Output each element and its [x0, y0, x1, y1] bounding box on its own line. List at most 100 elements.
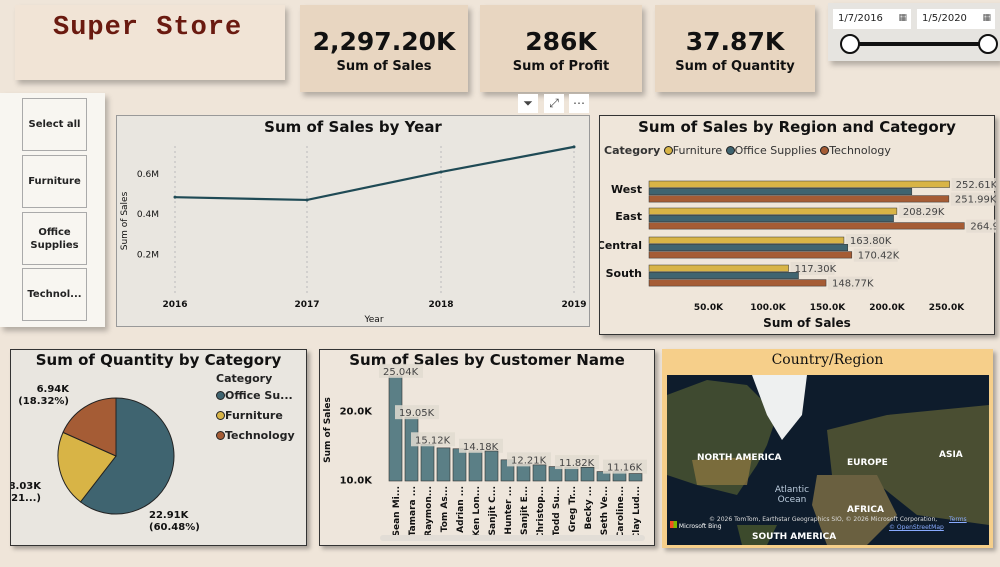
calendar-icon[interactable]: ▦	[982, 13, 991, 23]
kpi-profit-card: 286K Sum of Profit	[480, 5, 642, 92]
legend-item[interactable]: Technology	[216, 426, 295, 446]
legend-item[interactable]: Furniture	[672, 144, 723, 157]
pie-slice-technology	[62, 397, 117, 457]
slicer-item-furniture[interactable]: Furniture	[22, 155, 87, 208]
map-label: Atlantic Ocean	[774, 485, 810, 505]
slider-start-handle[interactable]	[840, 34, 860, 54]
slice-value-label: 8.03K	[11, 481, 42, 492]
map-attribution: © 2026 TomTom, Earthstar Geographics SIO…	[709, 516, 938, 523]
pie-chart-svg: 22.91K(60.48%) 8.03K(21...) 6.94K(18.32%)	[11, 384, 200, 533]
category-slicer: Select all Furniture Office Supplies Tec…	[0, 93, 105, 327]
data-label-bg	[459, 438, 503, 453]
legend-item[interactable]: Technology	[829, 144, 891, 157]
category-label: West	[611, 183, 642, 196]
category-label: East	[615, 210, 642, 223]
chart-title: Sum of Quantity by Category	[35, 351, 282, 369]
data-label: 170.42K	[858, 251, 900, 262]
slicer-item-office-supplies[interactable]: Office Supplies	[22, 212, 87, 265]
data-label-bg	[951, 178, 996, 191]
legend-dot-icon	[216, 431, 225, 440]
x-tick-label: Becky ...	[584, 486, 594, 530]
legend-item[interactable]: Furniture	[216, 406, 295, 426]
customer-bar	[484, 450, 499, 482]
terms-link[interactable]: Terms	[949, 516, 967, 523]
bar-office-supplies	[648, 215, 894, 223]
y-axis-title: Sum of Sales	[120, 191, 130, 250]
kpi-value: 37.87K	[685, 27, 785, 56]
legend-dot-icon	[216, 411, 225, 420]
calendar-icon[interactable]: ▦	[898, 13, 907, 23]
kpi-sales-card: 2,297.20K Sum of Sales	[300, 5, 468, 92]
slice-percent-label: (18.32%)	[18, 396, 69, 407]
data-label-bg	[790, 262, 835, 275]
data-label-bg	[507, 452, 551, 467]
map-canvas[interactable]: NORTH AMERICA EUROPE ASIA Atlantic Ocean…	[667, 375, 989, 545]
bar-technology	[648, 279, 827, 287]
x-tick-label: 50.0K	[694, 303, 724, 313]
line-chart-svg: 2016 2017 2018 2019 0.2M 0.4M 0.6M Year Sum of S…	[120, 145, 587, 325]
bar-furniture	[648, 236, 845, 244]
chart-legend: Category Furniture Office Supplies Techn…	[604, 144, 891, 157]
x-tick-label: Sanjit C...	[488, 486, 498, 535]
data-label: 251.99K	[955, 195, 996, 206]
end-date-value: 1/5/2020	[922, 13, 967, 24]
x-tick-label: Tamara ...	[408, 486, 418, 536]
x-tick-label: Greg Tr...	[568, 486, 578, 532]
x-tick-label: Caroline...	[616, 486, 626, 538]
bar-office-supplies	[648, 272, 799, 280]
kpi-quantity-card: 37.87K Sum of Quantity	[655, 5, 815, 92]
map-label: AFRICA	[847, 505, 884, 515]
y-tick-label: 0.4M	[137, 210, 159, 220]
horizontal-scrollbar[interactable]	[380, 535, 645, 541]
x-tick-label: 150.0K	[810, 303, 846, 313]
bar-office-supplies	[648, 244, 849, 252]
x-tick-label: Sanjit E...	[520, 486, 530, 535]
x-tick-label: 2016	[162, 300, 187, 310]
focus-mode-icon[interactable]: ⤢	[544, 94, 564, 113]
slicer-item-select-all[interactable]: Select all	[22, 98, 87, 151]
x-tick-label: Todd Su...	[552, 486, 562, 536]
x-tick-label: Sean Mi...	[392, 486, 402, 537]
start-date-input[interactable]: 1/7/2016 ▦	[833, 9, 911, 29]
openstreetmap-link[interactable]: © OpenStreetMap	[889, 524, 944, 531]
data-label: 208.29K	[903, 207, 945, 218]
legend-dot-icon	[216, 391, 225, 400]
slider-track[interactable]	[850, 42, 986, 46]
slice-value-label: 6.94K	[37, 384, 71, 395]
legend-dot-icon	[663, 146, 673, 155]
data-point	[305, 198, 309, 202]
data-label: 11.16K	[607, 463, 643, 474]
more-options-icon[interactable]: ⋯	[569, 94, 589, 113]
end-date-input[interactable]: 1/5/2020 ▦	[917, 9, 995, 29]
y-axis-title: Sum of Sales	[323, 397, 333, 463]
sales-by-year-chart: Sum of Sales by Year 2016 2017 2018 2019 0.2…	[116, 115, 590, 327]
legend-item[interactable]: Office Su...	[216, 386, 295, 406]
map-label: SOUTH AMERICA	[752, 532, 837, 542]
filter-icon[interactable]: ⏷	[518, 94, 538, 113]
data-label-bg	[966, 219, 996, 233]
x-tick-label: 2017	[294, 300, 319, 310]
slicer-item-technology[interactable]: Technol...	[22, 268, 87, 321]
x-tick-label: Seth Ve...	[600, 486, 610, 535]
data-label-bg	[555, 455, 599, 470]
slider-end-handle[interactable]	[978, 34, 998, 54]
customer-bar	[452, 448, 467, 482]
y-tick-label: 20.0K	[340, 407, 374, 418]
data-point	[439, 170, 443, 174]
map-label: NORTH AMERICA	[697, 453, 782, 463]
legend-item[interactable]: Office Supplies	[734, 144, 817, 157]
data-label-bg	[379, 363, 423, 378]
customer-bar	[628, 473, 643, 482]
date-range-slicer: 1/7/2016 ▦ 1/5/2020 ▦	[828, 3, 1000, 61]
data-label-bg	[411, 432, 455, 447]
customer-bar-svg: 10.0K 20.0K Sum of Sales 25.04K Sean Mi... 19…	[323, 363, 647, 539]
y-tick-label: 10.0K	[340, 476, 374, 487]
region-bar-svg: West 252.61K 251.99K East 208.29K 264.97K Cent…	[600, 178, 996, 330]
data-label: 25.04K	[383, 367, 419, 378]
x-axis-title: Year	[363, 315, 383, 325]
bar-furniture	[648, 264, 789, 272]
customer-bar	[468, 450, 483, 482]
category-label: South	[606, 267, 642, 280]
bing-logo: Microsoft Bing	[670, 521, 722, 530]
data-label-bg	[898, 205, 943, 218]
